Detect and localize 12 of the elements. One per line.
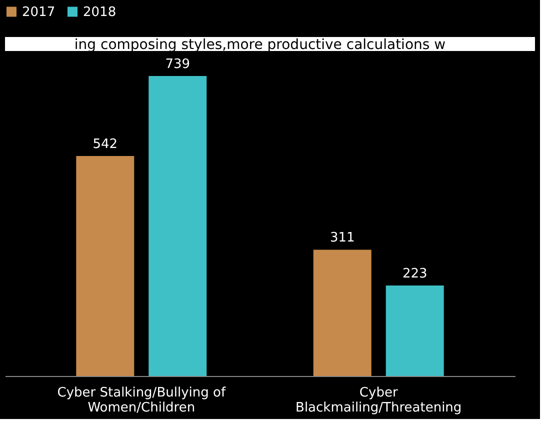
data-label: 739 — [165, 57, 190, 72]
bar — [386, 285, 444, 376]
data-label: 223 — [402, 266, 428, 282]
x-tick-label: Cyber Blackmailing/Threatening — [296, 386, 462, 416]
bar — [148, 76, 207, 376]
data-label: 311 — [330, 230, 355, 246]
legend-label: 2018 — [83, 4, 116, 20]
bar — [76, 156, 134, 376]
legend-label: 2017 — [22, 4, 56, 20]
bar — [313, 250, 372, 376]
x-tick-label: Cyber Stalking/Bullying of Women/Children — [57, 386, 226, 416]
data-label: 542 — [92, 136, 118, 152]
